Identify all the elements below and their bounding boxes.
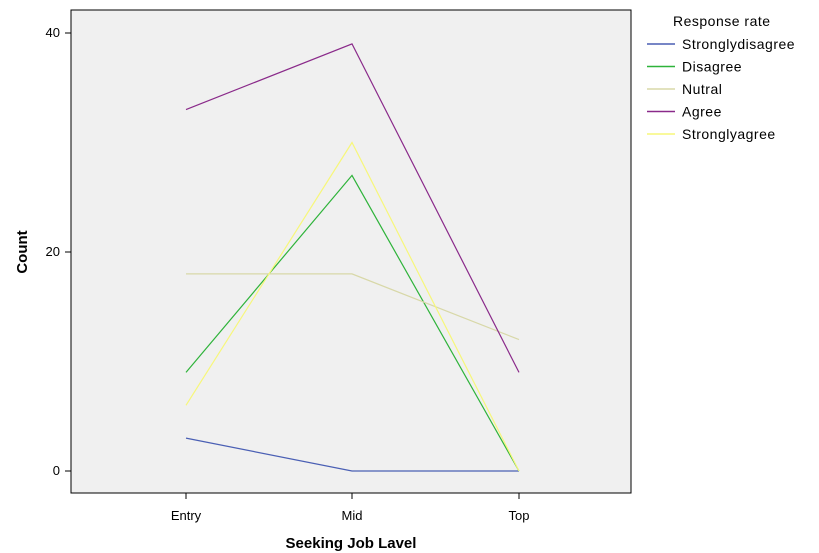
y-tick-label: 40 — [46, 25, 60, 40]
legend-title: Response rate — [673, 13, 771, 29]
x-tick-label: Top — [509, 508, 530, 523]
y-tick-label: 0 — [53, 463, 60, 478]
series-line-stronglydisagree — [185, 437, 519, 472]
y-axis: 0 20 40 — [46, 25, 71, 478]
legend-label: Agree — [682, 104, 722, 120]
legend-label: Stronglydisagree — [682, 36, 795, 52]
legend-label: Stronglyagree — [682, 126, 776, 142]
plot-area — [70, 9, 632, 494]
x-axis-title: Seeking Job Lavel — [286, 535, 417, 552]
x-tick-label: Mid — [342, 508, 363, 523]
legend-label: Disagree — [682, 59, 742, 75]
legend: Response rate Stronglydisagree Disagree Nu… — [647, 13, 795, 142]
x-axis: Entry Mid Top — [171, 493, 530, 523]
series-line-agree — [185, 43, 520, 373]
series-line-nutral — [186, 273, 520, 341]
series-line-stronglyagree — [185, 141, 520, 472]
series-line-disagree — [185, 174, 520, 472]
y-tick-label: 20 — [46, 244, 60, 259]
series-lines — [185, 43, 520, 472]
x-tick-label: Entry — [171, 508, 202, 523]
legend-label: Nutral — [682, 81, 722, 97]
y-axis-title: Count — [14, 230, 31, 273]
